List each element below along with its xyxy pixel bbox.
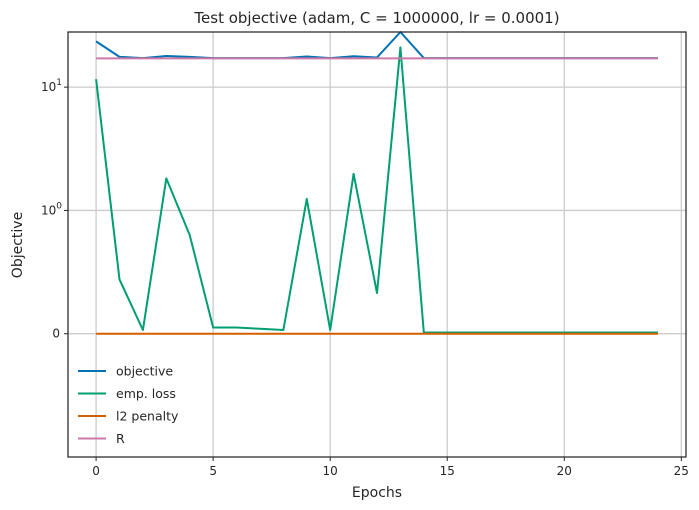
y-tick-label: 100 xyxy=(41,201,62,217)
legend-label: R xyxy=(116,431,125,446)
legend-label: objective xyxy=(116,364,173,379)
x-tick-label: 5 xyxy=(209,464,217,478)
legend-label: l2 penalty xyxy=(116,409,179,424)
x-tick-label: 15 xyxy=(440,464,455,478)
chart-title: Test objective (adam, C = 1000000, lr = … xyxy=(193,9,559,27)
y-axis-label: Objective xyxy=(10,212,26,278)
x-tick-label: 10 xyxy=(323,464,338,478)
x-axis-ticks: 0 5 10 15 20 25 xyxy=(92,457,689,478)
legend: objective emp. loss l2 penalty R xyxy=(78,364,179,446)
x-tick-label: 0 xyxy=(92,464,100,478)
y-tick-label: 0 xyxy=(52,327,60,341)
x-tick-label: 20 xyxy=(557,464,572,478)
legend-label: emp. loss xyxy=(116,386,176,401)
x-axis-label: Epochs xyxy=(352,485,402,501)
y-tick-label: 101 xyxy=(41,78,62,94)
y-axis-ticks: 0 100 101 xyxy=(41,78,68,341)
series-line-emp-loss xyxy=(95,46,658,334)
x-tick-label: 25 xyxy=(674,464,689,478)
plot-area-frame xyxy=(67,31,687,458)
series-lines xyxy=(95,31,658,335)
